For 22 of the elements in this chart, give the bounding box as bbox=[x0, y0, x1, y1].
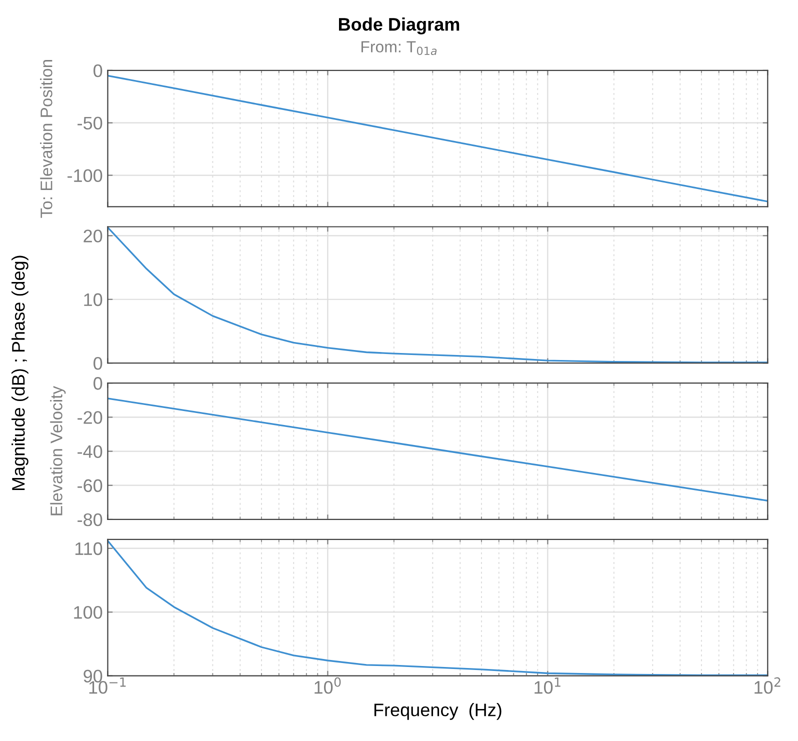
y-tick-label: -100 bbox=[68, 169, 102, 182]
y-tick-label: -80 bbox=[78, 513, 102, 526]
y-tick-label: 10 bbox=[84, 293, 102, 306]
x-axis-title: Frequency (Hz) bbox=[374, 703, 502, 720]
y-tick-label: 20 bbox=[84, 230, 102, 242]
y-tick-label: -60 bbox=[78, 479, 102, 492]
x-tick-label: 10$^{2}$ bbox=[754, 677, 780, 694]
y-axis-title: Elevation Velocity bbox=[50, 386, 66, 516]
y-tick-label: 0 bbox=[94, 357, 102, 370]
y-tick-label: 0 bbox=[94, 377, 102, 390]
y-tick-label: 100 bbox=[74, 606, 102, 619]
y-tick-label: -40 bbox=[78, 445, 102, 458]
y-tick-label: 0 bbox=[94, 64, 102, 78]
x-tick-label: 10$^{1}$ bbox=[534, 677, 560, 694]
y-axis-title: To: Elevation Position bbox=[40, 60, 52, 218]
chart-subtitle: From: T$_{01a}$ bbox=[362, 41, 437, 56]
y-tick-label: -50 bbox=[78, 116, 102, 130]
chart-title: Bode Diagram bbox=[339, 17, 460, 34]
text: Magnitude (dB) ; Phase (deg) bbox=[12, 256, 28, 490]
y-tick-label: -20 bbox=[78, 411, 102, 424]
y-tick-label: 110 bbox=[75, 542, 102, 556]
x-tick-label: 10$^{0}$ bbox=[314, 677, 341, 694]
